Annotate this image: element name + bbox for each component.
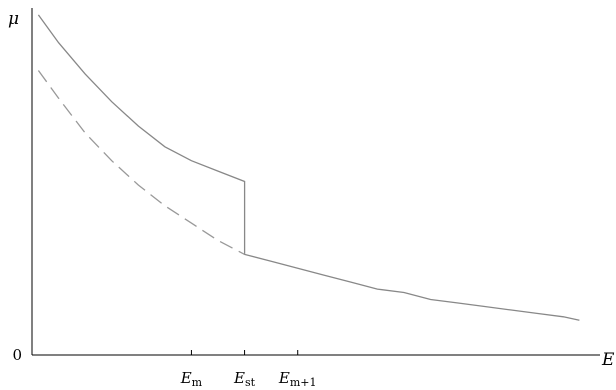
x-axis-label: E — [601, 350, 615, 370]
series-line-solid — [37, 14, 580, 321]
y-tick-label: 0 — [12, 346, 22, 364]
ticks-layer: 0 Em Est Em+1 — [12, 346, 316, 389]
x-tick-label: Em — [180, 369, 203, 389]
x-tick-label: Est — [233, 369, 256, 389]
x-tick-label: Em+1 — [278, 369, 317, 389]
y-axis-label: μ — [8, 9, 19, 29]
axes — [31, 8, 600, 356]
series-layer — [37, 14, 580, 321]
series-line-dashed — [37, 70, 245, 255]
